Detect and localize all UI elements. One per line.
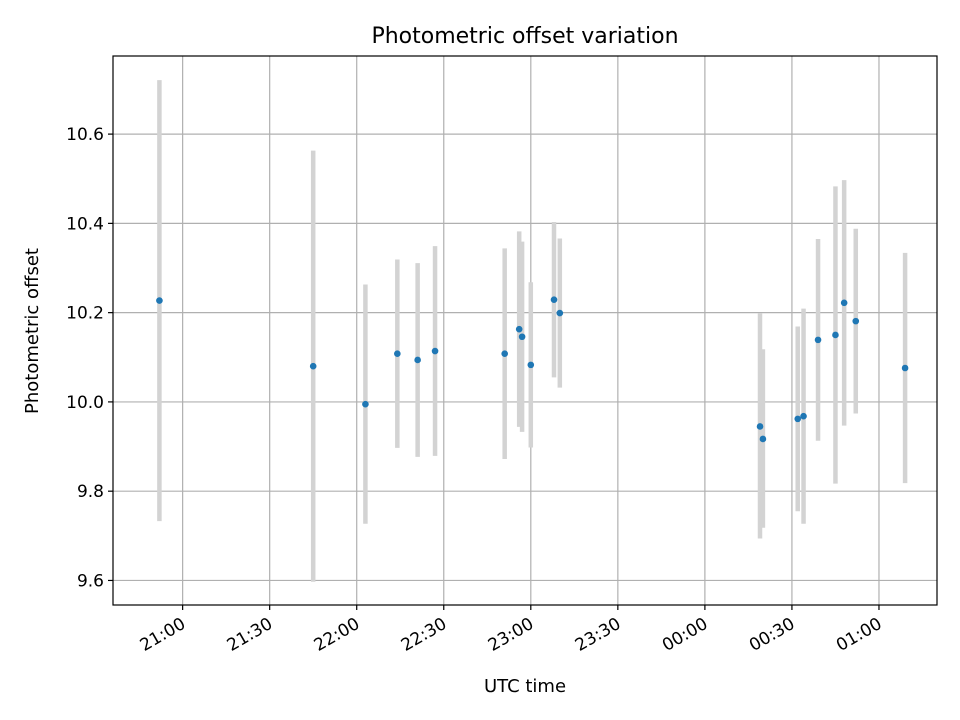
- data-point: [518, 333, 526, 341]
- y-tick-label: 10.6: [66, 125, 104, 145]
- y-tick-label: 10.0: [66, 393, 104, 413]
- data-point: [794, 415, 802, 423]
- data-point: [832, 331, 839, 339]
- data-points: [156, 296, 909, 443]
- data-point: [501, 350, 508, 358]
- data-point: [156, 297, 163, 304]
- plot-frame: [112, 55, 938, 606]
- data-point: [394, 350, 401, 358]
- y-tick-label: 10.2: [66, 304, 104, 324]
- data-point: [800, 412, 807, 420]
- data-point: [840, 299, 848, 307]
- data-point: [362, 400, 369, 408]
- data-point: [515, 325, 523, 333]
- x-axis-label: UTC time: [484, 676, 566, 697]
- data-point: [431, 347, 439, 355]
- data-point: [901, 364, 909, 372]
- data-point: [759, 435, 767, 443]
- data-point: [814, 336, 822, 344]
- data-point: [550, 296, 558, 304]
- chart-title: Photometric offset variation: [371, 24, 678, 49]
- y-tick-label: 9.8: [77, 482, 104, 502]
- y-tick-label: 9.6: [77, 571, 104, 591]
- y-tick-label: 10.4: [66, 214, 104, 234]
- data-point: [414, 356, 421, 364]
- y-axis-label: Photometric offset: [22, 248, 43, 414]
- data-point: [756, 423, 764, 430]
- data-point: [556, 309, 564, 317]
- data-point: [309, 362, 317, 370]
- data-point: [852, 317, 860, 325]
- data-point: [527, 361, 535, 369]
